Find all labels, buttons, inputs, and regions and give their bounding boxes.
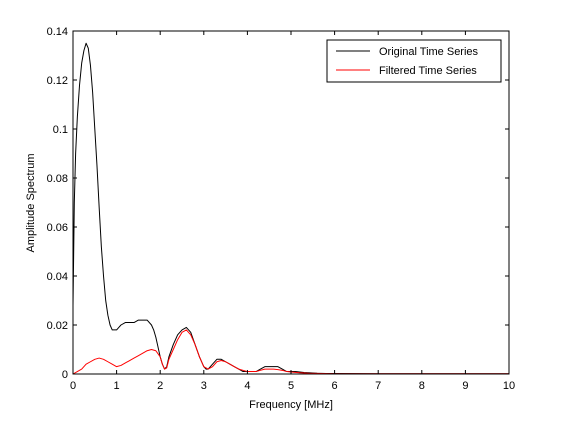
legend-label-original: Original Time Series xyxy=(379,46,479,58)
x-tick-label: 2 xyxy=(157,380,163,392)
y-tick-label: 0.06 xyxy=(47,222,68,234)
x-tick-label: 0 xyxy=(70,380,76,392)
series-line-filtered xyxy=(72,329,509,375)
x-tick-label: 7 xyxy=(375,380,381,392)
series-layer xyxy=(72,42,509,375)
y-tick-label: 0.08 xyxy=(47,173,68,185)
x-tick-label: 8 xyxy=(419,380,425,392)
x-tick-label: 4 xyxy=(244,380,250,392)
legend-box xyxy=(326,39,502,83)
y-tick-label: 0.1 xyxy=(53,124,68,136)
legend-label-filtered: Filtered Time Series xyxy=(379,65,477,77)
x-tick-label: 9 xyxy=(462,380,468,392)
x-tick-label: 3 xyxy=(201,380,207,392)
x-tick-label: 1 xyxy=(114,380,120,392)
y-tick-label: 0.02 xyxy=(47,320,68,332)
x-tick-label: 5 xyxy=(288,380,294,392)
x-axis-title: Frequency [MHz] xyxy=(249,399,333,411)
legend: Original Time Series Filtered Time Serie… xyxy=(326,39,502,83)
y-axis-title: Amplitude Spectrum xyxy=(25,153,37,252)
y-tick-label: 0 xyxy=(62,369,68,381)
x-tick-label: 6 xyxy=(332,380,338,392)
x-tick-label: 10 xyxy=(503,380,515,392)
y-tick-label: 0.12 xyxy=(47,75,68,87)
y-tick-label: 0.04 xyxy=(47,271,68,283)
ticks-layer: 0 1 2 3 4 5 6 7 8 9 10 0 0.02 0.04 0.06 0.08 0.1 0.12 0.14 xyxy=(47,26,516,392)
plot-area xyxy=(73,31,509,374)
y-tick-label: 0.14 xyxy=(47,26,68,38)
